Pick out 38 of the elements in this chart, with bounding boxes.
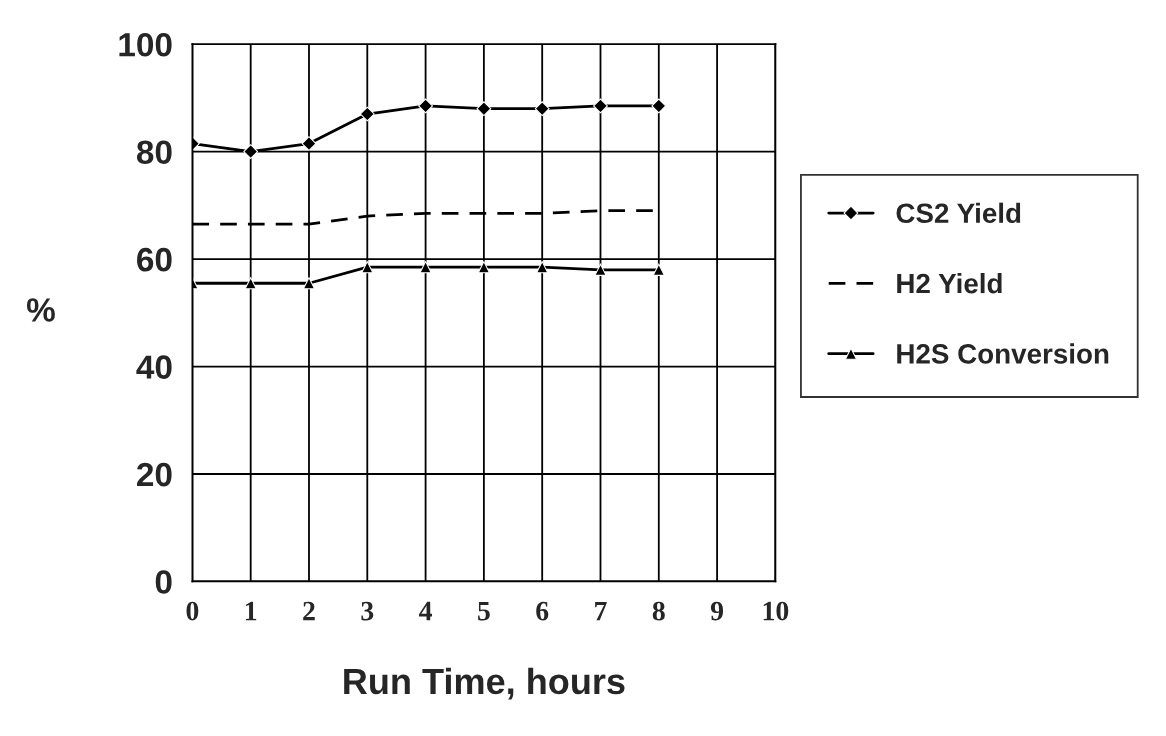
y-tick-label: 80	[136, 140, 172, 165]
point	[302, 277, 316, 290]
point	[361, 261, 374, 274]
x-tick-label: 8	[652, 601, 665, 621]
point	[244, 277, 257, 290]
point	[536, 261, 549, 274]
point	[243, 144, 259, 160]
point	[594, 263, 607, 276]
x-tick-label: 4	[419, 601, 433, 621]
x-axis-title: Run Time, hours	[344, 667, 625, 700]
point	[652, 263, 665, 276]
point	[418, 98, 433, 114]
point	[651, 98, 667, 114]
y-tick-label: 0	[155, 570, 172, 594]
point	[476, 101, 492, 117]
point	[301, 136, 317, 151]
x-tick-label: 3	[361, 601, 374, 621]
point	[593, 98, 608, 114]
x-tick-label: 10	[763, 601, 789, 621]
y-tick-label: 100	[119, 32, 172, 57]
x-tick-label: 1	[245, 601, 257, 621]
point	[477, 261, 490, 274]
x-tick-label: 2	[303, 601, 315, 621]
y-tick-label: 20	[137, 462, 172, 487]
legend-label: CS2 Yield	[896, 202, 1021, 224]
legend-label: H2 Yield	[897, 272, 1002, 294]
x-tick-label: 7	[595, 601, 607, 621]
legend-label: H2S Conversion	[897, 343, 1109, 364]
x-tick-label: 6	[536, 601, 549, 621]
y-tick-label: 40	[136, 355, 172, 379]
point	[359, 106, 375, 122]
x-tick-label: 9	[710, 601, 724, 621]
x-tick-label: 0	[186, 601, 199, 621]
y-axis-title: %	[26, 298, 55, 322]
point	[419, 261, 432, 274]
x-tick-label: 5	[478, 601, 490, 621]
y-tick-label: 60	[137, 247, 172, 272]
point	[534, 101, 550, 117]
